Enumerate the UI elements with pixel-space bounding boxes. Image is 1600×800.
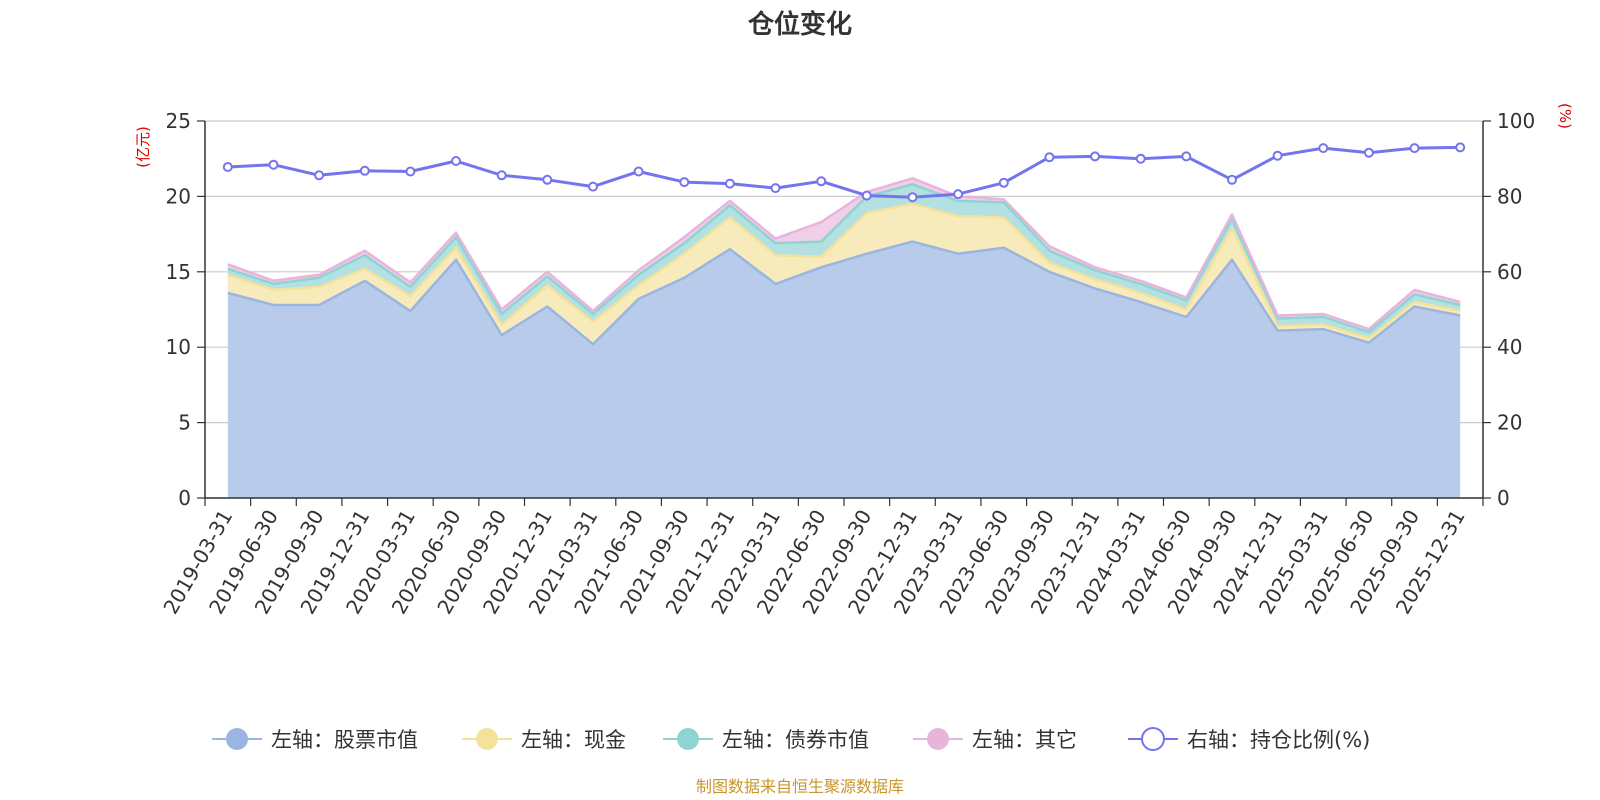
y-left-tick-label: 5	[178, 411, 191, 435]
y-right-tick-label: 40	[1497, 335, 1522, 359]
holding-ratio-point[interactable]	[1318, 143, 1329, 154]
area-series-3-line	[227, 177, 1461, 331]
holding-ratio-point[interactable]	[679, 177, 690, 188]
holding-ratio-point[interactable]	[268, 159, 279, 170]
holding-ratio-point[interactable]	[998, 177, 1009, 188]
holding-ratio-point[interactable]	[222, 162, 233, 172]
y-left-unit: (亿元)	[134, 126, 152, 168]
area-series-0-line	[227, 240, 1461, 346]
holding-ratio-point[interactable]	[816, 176, 827, 187]
area-series-2-line	[227, 183, 1461, 334]
y-right-tick-label: 0	[1497, 486, 1510, 510]
holding-ratio-point[interactable]	[451, 156, 461, 166]
holding-ratio-point[interactable]	[1044, 152, 1055, 163]
holding-ratio-point[interactable]	[359, 165, 370, 176]
y-left-tick-label: 25	[166, 109, 191, 133]
holding-ratio-point[interactable]	[1090, 151, 1100, 162]
holding-ratio-point[interactable]	[1409, 143, 1420, 154]
y-right-tick-label: 100	[1497, 109, 1535, 133]
legend-label: 左轴：股票市值	[271, 728, 418, 752]
holding-ratio-point[interactable]	[633, 166, 644, 177]
area-series-3	[227, 178, 1461, 333]
holding-ratio-line	[227, 145, 1461, 199]
legend-marker	[476, 728, 498, 750]
source-note: 制图数据来自恒生聚源数据库	[696, 777, 904, 796]
legend-item-1[interactable]: 左轴：现金	[462, 728, 626, 752]
legend-marker	[677, 728, 699, 750]
series-lines	[222, 142, 1466, 346]
holding-ratio-point[interactable]	[907, 192, 918, 203]
holding-ratio-point[interactable]	[1227, 174, 1237, 185]
area-series-0	[227, 241, 1461, 498]
legend-item-2[interactable]: 左轴：债券市值	[663, 728, 869, 752]
holding-ratio-point[interactable]	[953, 189, 964, 200]
holding-ratio-point[interactable]	[1363, 147, 1374, 158]
y-right-tick-label: 80	[1497, 184, 1522, 208]
legend-marker	[226, 728, 248, 750]
legend-label: 左轴：现金	[521, 728, 626, 752]
stacked-areas	[227, 178, 1461, 498]
y-right-tick-label: 60	[1497, 260, 1522, 284]
holding-ratio-point[interactable]	[496, 170, 507, 181]
area-series-1-line	[227, 202, 1461, 340]
holding-ratio-point[interactable]	[770, 183, 781, 194]
holding-ratio-point[interactable]	[861, 190, 872, 201]
holding-ratio-point[interactable]	[1181, 151, 1192, 162]
y-left-tick-label: 0	[178, 486, 191, 510]
legend-label: 左轴：其它	[972, 728, 1077, 752]
holding-ratio-point[interactable]	[1272, 150, 1283, 161]
legend-label: 左轴：债券市值	[722, 728, 869, 752]
holding-ratio-point[interactable]	[1455, 142, 1466, 153]
y-left-tick-label: 10	[166, 335, 191, 359]
y-left-tick-label: 20	[166, 184, 191, 208]
holding-ratio-point[interactable]	[1135, 153, 1146, 164]
legend-item-4[interactable]: 右轴：持仓比例(%)	[1128, 727, 1370, 752]
holding-ratio-point[interactable]	[542, 174, 553, 185]
legend[interactable]: 左轴：股票市值 左轴：现金 左轴：债券市值 左轴：其它 右轴：持仓比例(%)	[212, 727, 1370, 752]
y-left-tick-label: 15	[166, 260, 191, 284]
y-right-unit: (%)	[1556, 103, 1574, 129]
legend-label: 右轴：持仓比例(%)	[1187, 728, 1370, 752]
legend-item-0[interactable]: 左轴：股票市值	[212, 728, 418, 752]
legend-item-3[interactable]: 左轴：其它	[913, 728, 1077, 752]
holding-ratio-point[interactable]	[405, 166, 416, 177]
y-right-tick-label: 20	[1497, 411, 1522, 435]
holding-ratio-point[interactable]	[314, 170, 325, 181]
holding-ratio-point[interactable]	[724, 178, 735, 189]
holding-ratio-point[interactable]	[588, 181, 598, 192]
area-series-1	[227, 203, 1461, 345]
legend-marker	[1141, 727, 1165, 751]
legend-marker	[927, 728, 949, 750]
chart-title: 仓位变化	[747, 9, 852, 40]
